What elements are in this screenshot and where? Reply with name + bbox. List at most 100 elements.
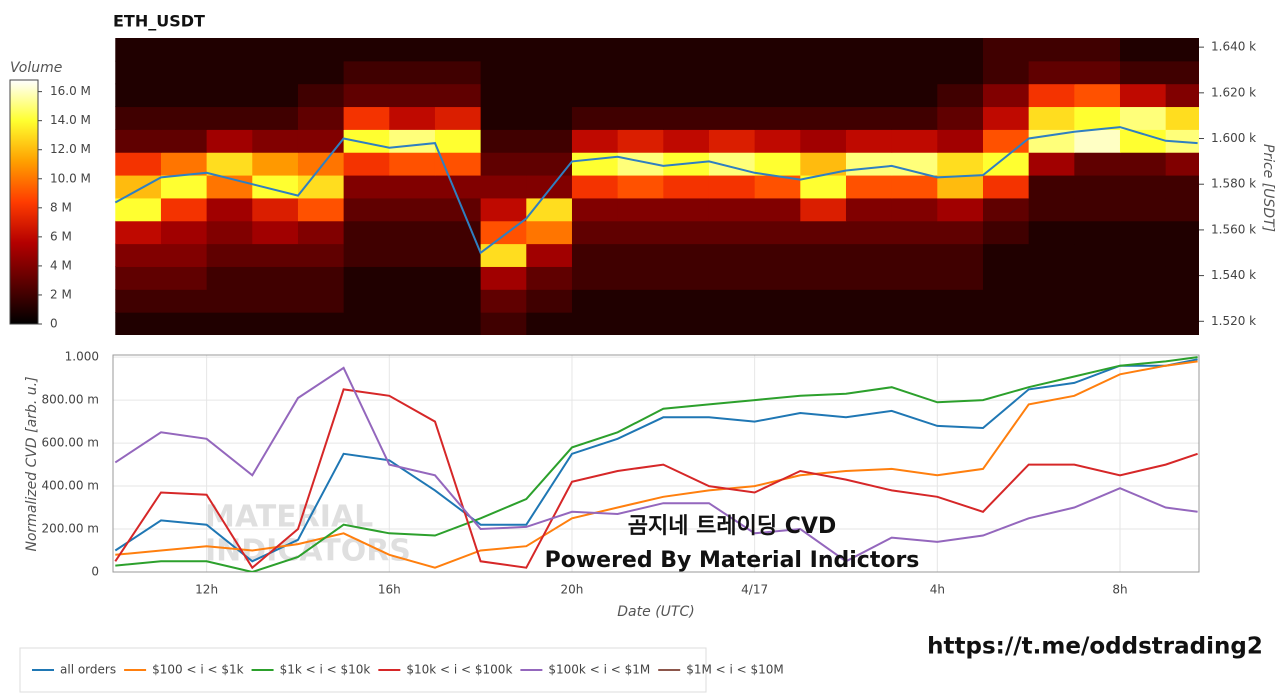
- x-tick-label: 12h: [195, 583, 218, 597]
- heatmap-cell: [754, 129, 801, 153]
- heatmap-cell: [252, 129, 299, 153]
- y-tick-label: 1.520 k: [1211, 314, 1256, 328]
- heatmap-cell: [480, 60, 527, 85]
- heatmap-cell: [206, 197, 253, 222]
- heatmap-cell: [800, 312, 847, 335]
- heatmap-cell: [297, 289, 345, 313]
- heatmap-cell: [297, 197, 345, 222]
- heatmap-cell: [252, 243, 299, 267]
- heatmap-cell: [297, 266, 345, 290]
- heatmap-cell: [845, 266, 893, 290]
- heatmap-cell: [115, 220, 162, 245]
- heatmap-cell: [343, 129, 390, 153]
- heatmap-cell: [343, 83, 390, 108]
- heatmap-cell: [800, 152, 847, 176]
- heatmap-cell: [480, 197, 527, 222]
- heatmap-cell: [708, 129, 756, 153]
- heatmap-cell: [845, 152, 893, 176]
- heatmap-cell: [206, 60, 253, 85]
- y-tick-label: 1.560 k: [1211, 222, 1256, 236]
- heatmap-cell: [571, 38, 619, 62]
- heatmap-cell: [708, 220, 756, 245]
- heatmap-cell: [617, 243, 664, 267]
- heatmap-cell: [937, 197, 984, 222]
- heatmap-cell: [206, 312, 253, 335]
- heatmap-cell: [1165, 266, 1199, 290]
- heatmap-cell: [1165, 152, 1199, 176]
- heatmap-cell: [754, 266, 801, 290]
- heatmap-cell: [252, 152, 299, 176]
- legend-label: $100 < i < $1k: [152, 663, 244, 677]
- heatmap-cell: [389, 312, 436, 335]
- heatmap-cell: [571, 197, 619, 222]
- heatmap-cell: [891, 83, 938, 108]
- heatmap-cell: [617, 197, 664, 222]
- heatmap-cell: [1165, 197, 1199, 222]
- heatmap-cell: [343, 312, 390, 335]
- heatmap-cell: [845, 129, 893, 153]
- heatmap-cell: [708, 266, 756, 290]
- heatmap-cell: [1074, 83, 1121, 108]
- heatmap-cell: [891, 197, 938, 222]
- heatmap-cell: [252, 197, 299, 222]
- heatmap-cell: [982, 106, 1030, 130]
- heatmap-cell: [754, 175, 801, 199]
- heatmap-cell: [115, 38, 162, 62]
- price-line: [114, 126, 1198, 255]
- heatmap-cell: [571, 175, 619, 199]
- colorbar-tick-label: 16.0 M: [50, 84, 91, 98]
- heatmap-cell: [571, 60, 619, 85]
- heatmap-cell: [480, 106, 527, 130]
- heatmap-cell: [526, 312, 573, 335]
- heatmap-cell: [297, 60, 345, 85]
- legend-label: all orders: [60, 663, 116, 677]
- heatmap-cell: [526, 83, 573, 108]
- heatmap-cell: [115, 60, 162, 85]
- heatmap-cell: [1165, 38, 1199, 62]
- heatmap-cell: [937, 38, 984, 62]
- heatmap-cell: [800, 106, 847, 130]
- heatmap-cell: [663, 289, 710, 313]
- heatmap-cell: [526, 106, 573, 130]
- heatmap-cell: [115, 312, 162, 335]
- heatmap-cell: [389, 152, 436, 176]
- annotation: Powered By Material Indictors: [545, 548, 920, 573]
- heatmap-cell: [297, 38, 345, 62]
- heatmap-cell: [297, 129, 345, 153]
- heatmap-cell: [297, 83, 345, 108]
- heatmap-cell: [434, 83, 482, 108]
- heatmap-cell: [891, 220, 938, 245]
- heatmap-cell: [754, 60, 801, 85]
- heatmap-cell: [115, 175, 162, 199]
- heatmap-cell: [389, 83, 436, 108]
- heatmap-cell: [617, 312, 664, 335]
- heatmap-cell: [1074, 106, 1121, 130]
- heatmap-cell: [1119, 106, 1167, 130]
- heatmap-cell: [1119, 38, 1167, 62]
- heatmap-cell: [1028, 289, 1075, 313]
- heatmap-cell: [1074, 60, 1121, 85]
- heatmap-cell: [617, 106, 664, 130]
- series-line: [115, 356, 1198, 572]
- colorbar-title: Volume: [10, 60, 62, 76]
- heatmap-cell: [982, 266, 1030, 290]
- heatmap-cell: [937, 312, 984, 335]
- heatmap-cell: [480, 266, 527, 290]
- heatmap-cell: [800, 197, 847, 222]
- heatmap-cell: [160, 289, 208, 313]
- heatmap-cell: [937, 152, 984, 176]
- heatmap-cell: [663, 38, 710, 62]
- heatmap-cell: [1119, 220, 1167, 245]
- chart-title: ETH_USDT: [113, 12, 205, 31]
- heatmap-cell: [343, 266, 390, 290]
- heatmap-cell: [389, 197, 436, 222]
- heatmap-cell: [115, 152, 162, 176]
- heatmap-cell: [982, 60, 1030, 85]
- heatmap-cell: [571, 83, 619, 108]
- x-tick-label: 8h: [1112, 583, 1127, 597]
- heatmap-cell: [845, 220, 893, 245]
- y-tick-label: 1.580 k: [1211, 177, 1256, 191]
- heatmap-cell: [252, 83, 299, 108]
- y-axis-label: Normalized CVD [arb. u.]: [24, 376, 40, 551]
